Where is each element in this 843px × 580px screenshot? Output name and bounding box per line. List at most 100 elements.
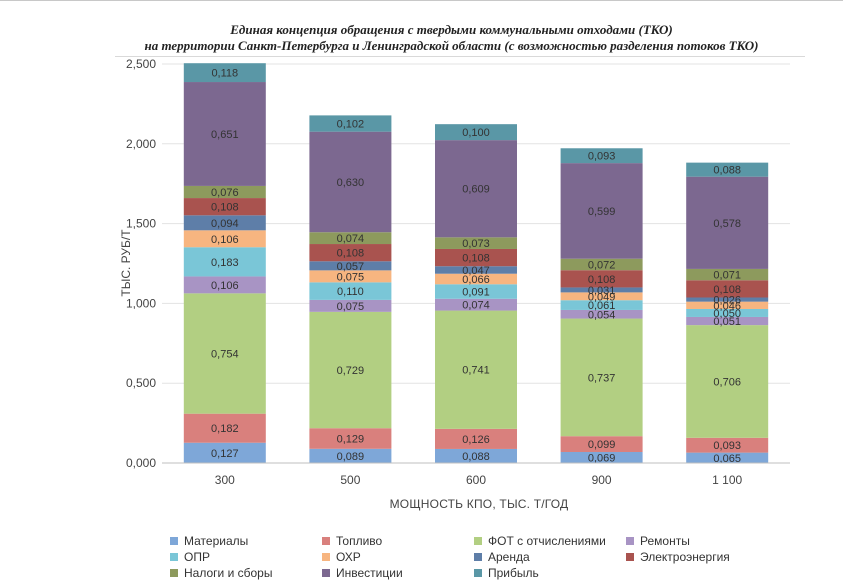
data-label: 0,129 [337,434,365,446]
title-divider [115,56,805,57]
data-labels: 0,127 0,182 0,754 0,106 0,183 0,106 0,094 0,108… [211,68,741,465]
data-label: 0,089 [337,451,365,463]
bar-segment [309,311,392,429]
bar-segment [309,115,392,132]
legend-item: Прибыль [474,565,626,580]
data-label: 0,026 [713,295,741,307]
data-label: 0,118 [211,68,238,80]
bar-segment [309,428,392,449]
bar-segment [183,63,266,83]
data-label: 0,651 [211,129,239,141]
data-label: 0,099 [588,439,616,451]
data-label: 0,075 [337,271,365,283]
legend-swatch [170,552,178,561]
bar-segment [560,300,643,310]
data-label: 0,108 [211,202,239,214]
data-label: 0,074 [337,233,365,245]
data-label: 0,609 [462,184,490,196]
bar-segment [309,232,392,245]
data-label: 0,106 [211,234,239,246]
data-label: 0,047 [462,265,490,277]
bar-segment [435,266,517,274]
bar-segment [183,198,266,216]
data-label: 0,108 [337,248,365,260]
y-tick-label: 1,500 [126,217,156,231]
bar-segment [435,140,517,238]
bar-segment [183,442,266,463]
legend-swatch [474,568,482,577]
data-label: 0,093 [588,151,616,163]
legend-item: Электроэнергия [626,549,776,564]
bar-segment [435,273,517,285]
legend-item: ОХР [322,549,474,564]
legend-label: Инвестиции [336,565,403,580]
axes: 0,000 0,500 1,000 1,500 2,000 2,500 300 500 600 9… [126,57,790,487]
data-label: 0,630 [337,177,365,189]
legend-label: Ремонты [640,533,690,548]
bar-segment [686,301,769,309]
y-tick-label: 0,500 [126,376,156,390]
bar-segment [686,280,769,298]
legend-label: ОПР [184,549,210,564]
bar-segment [309,282,392,300]
bar-segment [560,318,643,437]
bar-segment [309,270,392,283]
legend-swatch [474,536,482,545]
data-label: 0,088 [713,165,741,177]
y-tick-label: 1,000 [126,296,156,310]
legend-swatch [170,536,178,545]
bar-segment [560,148,643,164]
bar-segment [686,316,769,326]
bar-segment [560,451,643,463]
legend-swatch [626,552,634,561]
data-label: 0,075 [337,301,365,313]
bar-segment [560,292,643,301]
legend-label: ОХР [336,549,361,564]
legend-item: Инвестиции [322,565,474,580]
data-label: 0,073 [462,238,490,250]
x-tick-label: 600 [466,473,486,487]
data-label: 0,737 [588,372,616,384]
x-tick-label: 900 [592,473,612,487]
data-label: 0,061 [588,300,616,312]
bars [183,63,769,463]
data-label: 0,057 [337,261,365,273]
data-label: 0,074 [462,300,490,312]
bar-segment [560,258,643,271]
data-label: 0,127 [211,448,239,460]
bar-segment [309,261,392,271]
data-label: 0,076 [211,187,239,199]
bar-segment [183,276,266,294]
bar-segment [686,452,769,463]
legend-label: Аренда [488,549,530,564]
data-label: 0,741 [462,365,490,377]
data-label: 0,599 [588,206,616,218]
data-label: 0,049 [588,291,616,303]
bar-segment [183,413,266,443]
x-tick-label: 300 [215,473,235,487]
data-label: 0,050 [713,308,741,320]
legend-label: Электроэнергия [640,549,730,564]
data-label: 0,071 [713,270,741,282]
y-axis-title: ТЫС. РУБ/Т [119,229,133,297]
bar-segment [686,268,769,281]
x-tick-label: 1 100 [712,473,742,487]
data-label: 0,706 [713,376,741,388]
page-top-rule [0,0,843,1]
y-tick-label: 2,500 [126,57,156,71]
bar-segment [686,325,769,438]
data-label: 0,093 [713,440,741,452]
legend-swatch [322,536,330,545]
legend-label: ФОТ с отчислениями [488,533,606,548]
x-axis-title: МОЩНОСТЬ КПО, ТЫС. Т/ГОД [389,497,569,511]
legend-item: Материалы [170,533,322,548]
data-label: 0,729 [337,365,365,377]
legend-item: Аренда [474,549,626,564]
data-label: 0,091 [462,287,490,299]
legend-swatch [322,568,330,577]
bar-segment [686,176,769,269]
bar-segment [686,297,769,302]
data-label: 0,046 [713,300,741,312]
bar-segment [560,270,643,288]
bar-segment [435,248,517,267]
